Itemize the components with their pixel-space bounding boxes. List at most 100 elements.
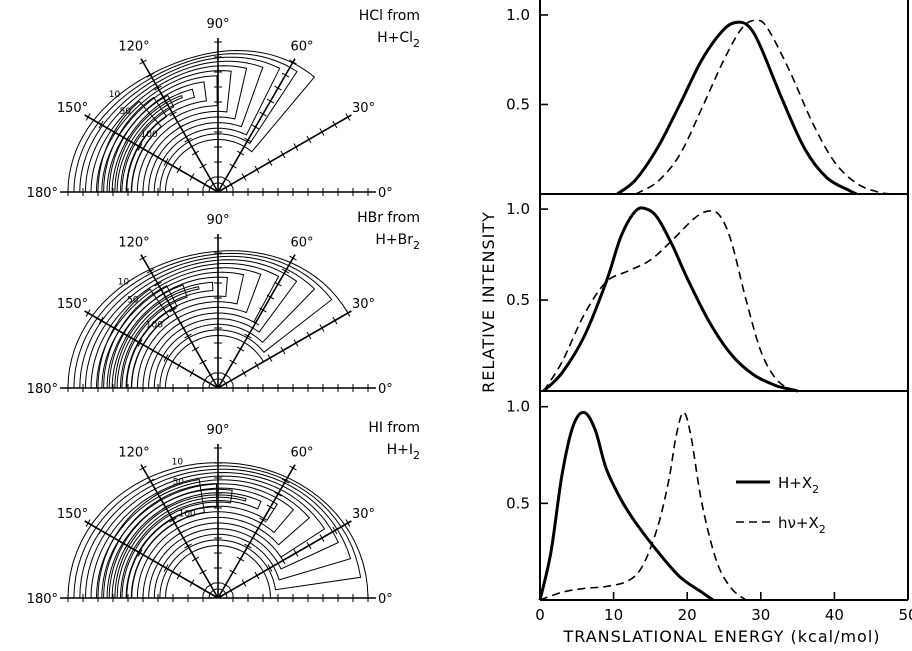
- spoke-tick: [176, 165, 182, 174]
- angle-label-180: 180°: [27, 382, 58, 397]
- legend-label-dashed: hν+X2: [778, 514, 826, 536]
- spoke-tick: [85, 519, 91, 527]
- spoke-tick: [154, 85, 162, 91]
- contour-line: [108, 284, 188, 389]
- spoke-tick: [244, 137, 252, 143]
- angle-label-30: 30°: [352, 101, 375, 116]
- spoke-tick: [199, 359, 207, 365]
- spoke-tick: [184, 137, 192, 143]
- spoke-tick: [281, 72, 290, 78]
- spoke-tick: [228, 376, 234, 385]
- series-dashed-line: [543, 210, 802, 392]
- y-ticks: [540, 14, 548, 106]
- contour-line: [95, 70, 232, 193]
- y-ticks: [540, 405, 548, 505]
- contour-label-50: 50: [127, 295, 139, 305]
- contour-line: [73, 252, 333, 389]
- polar-title-line2: H+I2: [387, 442, 420, 462]
- spoke-tick: [229, 163, 237, 169]
- spoke-tick: [184, 333, 192, 339]
- contour-line: [111, 281, 214, 389]
- spoke-tick: [199, 163, 207, 169]
- spoke-120: [140, 464, 219, 599]
- energy-panel-hbr: 0.5 1.0: [506, 200, 802, 393]
- polar-title-main: H+Cl: [377, 30, 413, 46]
- spoke-tick: [280, 150, 286, 159]
- contour-line: [106, 81, 207, 193]
- contour-line: [67, 49, 316, 193]
- spoke-tick: [306, 135, 312, 144]
- spoke-tick: [241, 369, 247, 377]
- legend-label-sub: 2: [812, 483, 819, 496]
- spoke-tick: [163, 354, 169, 362]
- contour-line: [111, 492, 262, 599]
- contour-line: [84, 60, 264, 193]
- contour-label-50: 50: [173, 478, 185, 488]
- polar-grid: [60, 38, 376, 196]
- polar-title-line1: HBr from: [357, 210, 420, 226]
- curves: [538, 410, 747, 602]
- angle-label-30: 30°: [352, 297, 375, 312]
- polar-contours: [67, 462, 369, 599]
- spoke-tick: [293, 549, 299, 557]
- contour-line: [103, 285, 178, 389]
- contour-label-100: 100: [179, 509, 196, 519]
- polar-title-line2: H+Br2: [375, 232, 420, 252]
- x-ticks: [539, 592, 909, 600]
- x-axis-title: TRANSLATIONAL ENERGY (kcal/mol): [562, 627, 880, 646]
- spoke-tick: [163, 158, 169, 166]
- spoke-tick: [154, 281, 162, 287]
- polar-title-main: H+I: [387, 442, 413, 458]
- angle-label-180: 180°: [27, 186, 58, 201]
- contour-line: [79, 468, 352, 599]
- spoke-tick: [259, 517, 267, 523]
- spoke-tick: [137, 549, 143, 557]
- polar-title-line2: H+Cl2: [377, 30, 420, 50]
- spoke-tick: [229, 569, 237, 575]
- spoke-tick: [202, 586, 208, 595]
- legend: H+X2 hν+X2: [736, 474, 826, 536]
- contour-line: [73, 465, 362, 599]
- contour-line: [97, 100, 162, 193]
- spoke-tick: [176, 571, 182, 580]
- energy-panel-hcl: 0.5 1.0: [506, 6, 894, 196]
- angle-label-90: 90°: [206, 213, 229, 228]
- spoke-tick: [221, 582, 230, 588]
- polar-title-line1: HCl from: [359, 8, 420, 24]
- curves: [616, 19, 894, 196]
- spoke-60: [217, 58, 296, 193]
- x-tick-label-20: 20: [678, 606, 697, 624]
- contour-line: [90, 65, 248, 193]
- y-tick-label-1.0: 1.0: [506, 398, 530, 416]
- contour-label-100: 100: [141, 130, 158, 140]
- spoke-tick: [191, 556, 200, 562]
- spoke-tick: [202, 376, 208, 385]
- spoke-tick: [169, 517, 177, 523]
- contour-line: [106, 487, 278, 599]
- polar-title-sub: 2: [413, 37, 420, 50]
- spoke-tick: [274, 491, 282, 497]
- spoke-tick: [137, 143, 143, 151]
- angle-label-60: 60°: [290, 236, 313, 251]
- contour-line: [101, 483, 295, 599]
- spoke-tick: [137, 339, 143, 347]
- contour-line: [106, 276, 228, 389]
- contour-line: [114, 286, 200, 389]
- angle-label-0: 0°: [378, 592, 393, 607]
- contour-line: [103, 483, 218, 599]
- y-tick-label-0.5: 0.5: [506, 494, 530, 512]
- spoke-tick: [259, 111, 267, 117]
- spoke-tick: [191, 346, 200, 352]
- x-tick-label-10: 10: [604, 606, 623, 624]
- origin-arc: [208, 588, 228, 599]
- angle-label-60: 60°: [290, 446, 313, 461]
- angle-label-30: 30°: [352, 507, 375, 522]
- contour-line: [114, 94, 183, 193]
- origin-arc: [208, 378, 228, 389]
- spoke-tick: [251, 124, 260, 130]
- spoke-60: [217, 254, 296, 389]
- angle-label-150: 150°: [57, 101, 88, 116]
- spoke-tick: [293, 143, 299, 151]
- contour-line: [108, 488, 233, 599]
- contour-label-100: 100: [146, 320, 163, 330]
